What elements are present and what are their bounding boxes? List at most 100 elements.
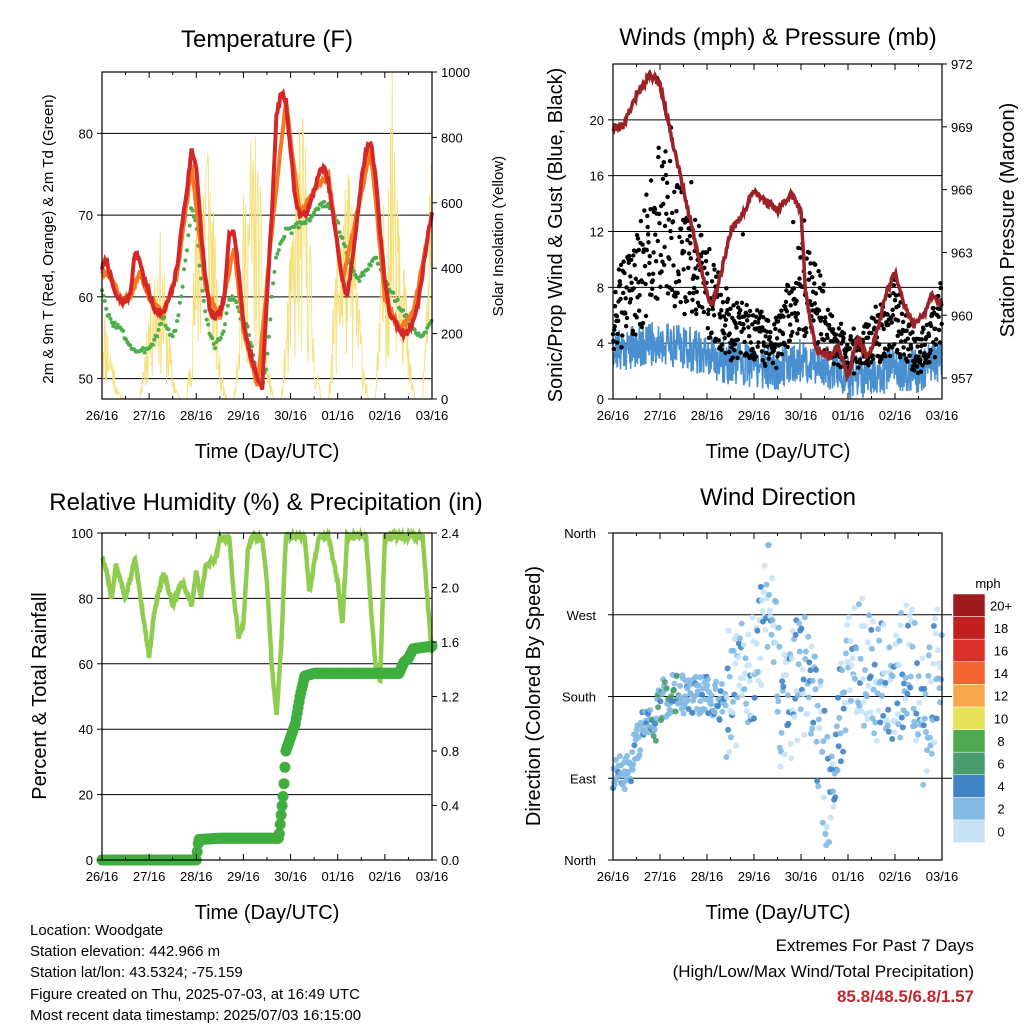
gust-point [711, 262, 716, 268]
x-tick-label: 30/16 [274, 408, 307, 423]
direction-point [828, 753, 835, 760]
gust-point [643, 313, 649, 319]
gust-point [727, 349, 732, 355]
extremes-subtitle: (High/Low/Max Wind/Total Precipitation) [672, 961, 974, 981]
gust-point [722, 331, 727, 336]
direction-point [827, 814, 834, 821]
speed-legend-label: 14 [994, 666, 1008, 681]
gust-point [692, 285, 697, 291]
station-latlon: Station lat/lon: 43.5324; -75.159 [30, 964, 243, 982]
station-elevation: Station elevation: 442.966 m [30, 943, 221, 961]
direction-point [866, 612, 873, 619]
gust-point [678, 299, 683, 305]
gust-point [905, 359, 910, 364]
direction-point [820, 738, 827, 745]
gust-point [901, 352, 907, 357]
gust-point [920, 363, 925, 368]
dewpoint-point [175, 319, 179, 323]
gust-point [742, 339, 747, 345]
direction-point [894, 700, 901, 707]
gust-point [712, 267, 717, 272]
gust-point [683, 295, 688, 300]
gust-point [629, 280, 634, 285]
direction-point [782, 659, 789, 666]
gust-point [759, 309, 764, 314]
direction-point [746, 678, 753, 684]
x-tick-label: 26/16 [597, 869, 630, 884]
direction-point [913, 710, 920, 717]
direction-point [808, 643, 815, 650]
speed-legend-swatch [952, 706, 986, 730]
direction-point [882, 679, 889, 686]
direction-point [809, 677, 816, 684]
direction-point [921, 715, 928, 722]
temperature-y-right-ticks: 0 200 400 600 800 1000 [432, 65, 470, 407]
temperature-y-label: 2m & 9m T (Red, Orange) & 2m Td (Green) [40, 94, 57, 383]
direction-point [655, 704, 662, 711]
direction-point [813, 738, 820, 745]
direction-point [796, 620, 803, 627]
gust-point [740, 232, 746, 237]
gust-point [747, 334, 752, 339]
y-tick-label: 60 [79, 657, 93, 672]
direction-point [814, 778, 821, 784]
dewpoint-point [274, 255, 278, 260]
direction-point [862, 667, 869, 673]
direction-point [814, 702, 821, 709]
direction-point [800, 691, 807, 697]
direction-point [830, 788, 836, 795]
gust-point [928, 323, 934, 329]
direction-point [800, 676, 807, 683]
gust-point [794, 318, 800, 323]
gust-point [885, 312, 890, 317]
gust-point [692, 217, 698, 223]
dewpoint-point [182, 267, 186, 272]
direction-point [712, 686, 719, 692]
humidity-panel: Relative Humidity (%) & Precipitation (i… [29, 489, 483, 924]
gust-point [659, 164, 665, 169]
gust-point [746, 325, 751, 330]
precip-point [275, 809, 287, 821]
direction-point [925, 672, 932, 679]
direction-point [749, 614, 756, 621]
gust-point [838, 321, 844, 326]
gust-point [856, 365, 861, 370]
y-right-tick-label: 2.0 [441, 581, 459, 596]
gust-point [933, 326, 938, 331]
dewpoint-point [224, 311, 229, 316]
gust-point [885, 347, 891, 352]
direction-point [804, 710, 810, 717]
winds-y-right-label: Station Pressure (Maroon) [997, 103, 1019, 338]
gust-point [901, 319, 906, 325]
wind-speed-line [612, 321, 943, 399]
precip-point [277, 791, 289, 802]
dewpoint-point [204, 317, 209, 322]
direction-point [932, 615, 938, 622]
gust-point [766, 356, 771, 361]
direction-point [769, 617, 776, 624]
gust-point [873, 319, 879, 324]
direction-point [817, 678, 824, 685]
dewpoint-point [150, 342, 155, 347]
direction-point [858, 708, 865, 715]
gust-point [919, 343, 924, 349]
gust-point [741, 326, 746, 331]
direction-point [795, 661, 802, 668]
direction-point [884, 722, 891, 729]
gust-point [618, 282, 623, 287]
speed-legend-label: 20+ [990, 598, 1012, 613]
gust-point [699, 232, 704, 238]
direction-point [677, 683, 684, 689]
direction-point [861, 722, 867, 729]
dewpoint-point [368, 263, 373, 268]
direction-point [932, 630, 939, 637]
gust-point [648, 178, 654, 183]
direction-point [652, 720, 659, 727]
direction-point [629, 749, 636, 756]
direction-point [891, 729, 898, 736]
gust-point [650, 278, 655, 283]
gust-point [636, 247, 641, 253]
direction-x-label: Time (Day/UTC) [706, 902, 851, 924]
y-right-tick-label: 969 [951, 120, 973, 135]
gust-point [843, 354, 848, 360]
